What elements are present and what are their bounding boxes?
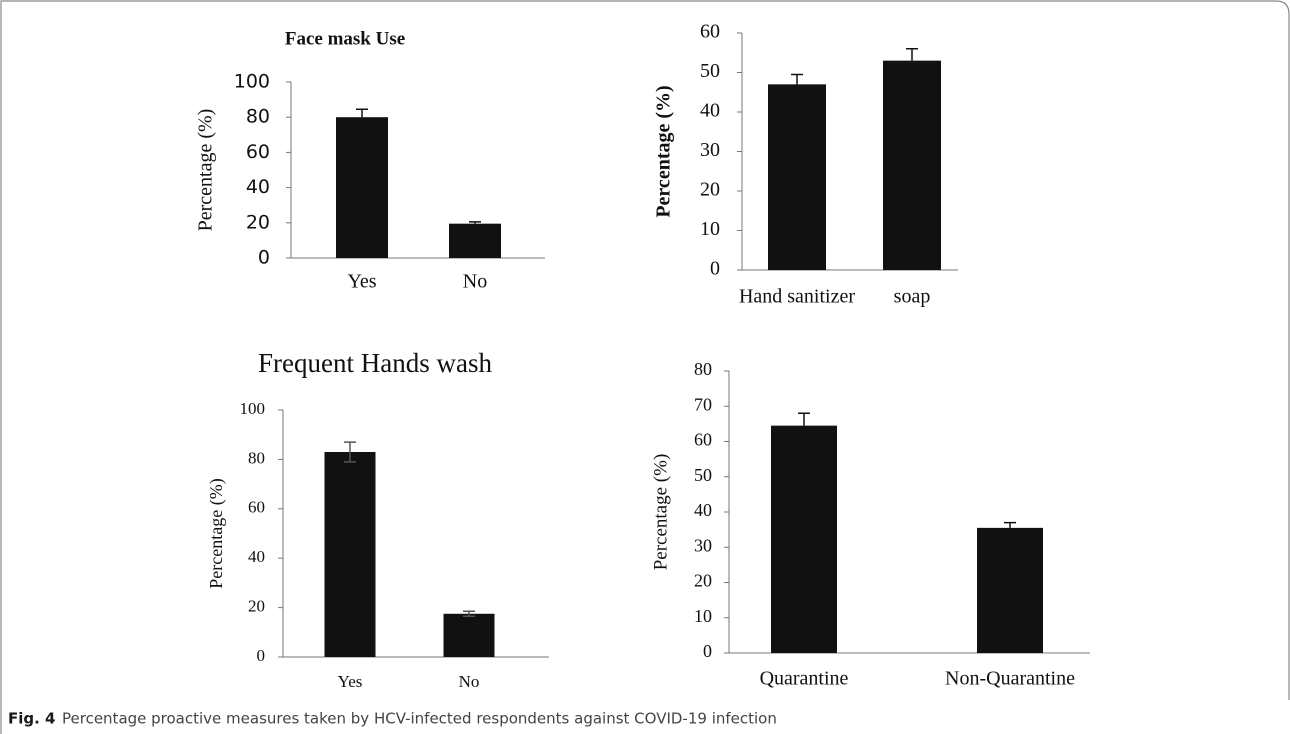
error-bar xyxy=(798,412,810,426)
y-tick-label: 40 xyxy=(694,500,712,520)
caption-text: Percentage proactive measures taken by H… xyxy=(62,710,777,728)
error-bar xyxy=(344,441,356,463)
y-axis-label: Percentage (%) xyxy=(653,85,675,217)
y-tick-label: 50 xyxy=(700,60,720,82)
x-tick-label: Non-Quarantine xyxy=(945,668,1075,690)
bar xyxy=(443,613,495,657)
y-tick-label: 20 xyxy=(248,597,265,616)
error-bar xyxy=(463,610,475,617)
y-tick-label: 30 xyxy=(694,535,712,555)
y-tick-label: 70 xyxy=(694,394,712,414)
y-tick-label: 100 xyxy=(240,399,266,418)
y-tick-label: 60 xyxy=(700,21,720,43)
x-tick-label: Yes xyxy=(338,672,363,691)
error-bar xyxy=(791,73,803,85)
y-tick-label: 0 xyxy=(703,641,712,661)
x-tick-label: Hand sanitizer xyxy=(739,286,855,308)
y-tick-label: 100 xyxy=(234,71,270,93)
error-bar xyxy=(469,221,481,224)
y-tick-label: 20 xyxy=(694,571,712,591)
y-tick-label: 20 xyxy=(700,179,720,201)
y-tick-label: 80 xyxy=(694,359,712,379)
chart-title: Frequent Hands wash xyxy=(258,348,492,378)
bar xyxy=(883,60,941,271)
y-tick-label: 60 xyxy=(248,498,265,517)
y-tick-label: 0 xyxy=(710,258,720,280)
bar xyxy=(771,425,837,653)
y-tick-label: 80 xyxy=(246,106,270,128)
x-tick-label: No xyxy=(459,672,480,691)
y-tick-label: 10 xyxy=(694,606,712,626)
y-tick-label: 0 xyxy=(258,247,270,269)
y-tick-label: 50 xyxy=(694,465,712,485)
bar xyxy=(336,117,388,258)
y-tick-label: 40 xyxy=(700,100,720,122)
error-bar xyxy=(906,48,918,61)
x-tick-label: Yes xyxy=(347,271,376,293)
bar xyxy=(768,84,826,270)
y-tick-label: 10 xyxy=(700,218,720,240)
y-tick-label: 40 xyxy=(246,176,270,198)
y-tick-label: 30 xyxy=(700,139,720,161)
y-tick-label: 60 xyxy=(246,141,270,163)
x-tick-label: soap xyxy=(894,286,931,308)
error-bar xyxy=(1004,521,1016,528)
caption-label: Fig. 4 xyxy=(8,710,55,728)
bar xyxy=(977,527,1043,653)
bar xyxy=(324,451,376,657)
y-tick-label: 20 xyxy=(246,211,270,233)
y-tick-label: 60 xyxy=(694,430,712,450)
y-axis-label: Percentage (%) xyxy=(195,109,217,232)
error-bar xyxy=(356,108,368,118)
x-tick-label: Quarantine xyxy=(760,668,849,690)
y-tick-label: 80 xyxy=(248,448,265,467)
y-tick-label: 40 xyxy=(248,547,265,566)
x-tick-label: No xyxy=(463,271,487,293)
chart-title: Face mask Use xyxy=(285,28,405,49)
y-axis-label: Percentage (%) xyxy=(206,478,227,588)
y-axis-label: Percentage (%) xyxy=(650,454,671,571)
bar xyxy=(449,223,501,258)
y-tick-label: 0 xyxy=(257,646,266,665)
